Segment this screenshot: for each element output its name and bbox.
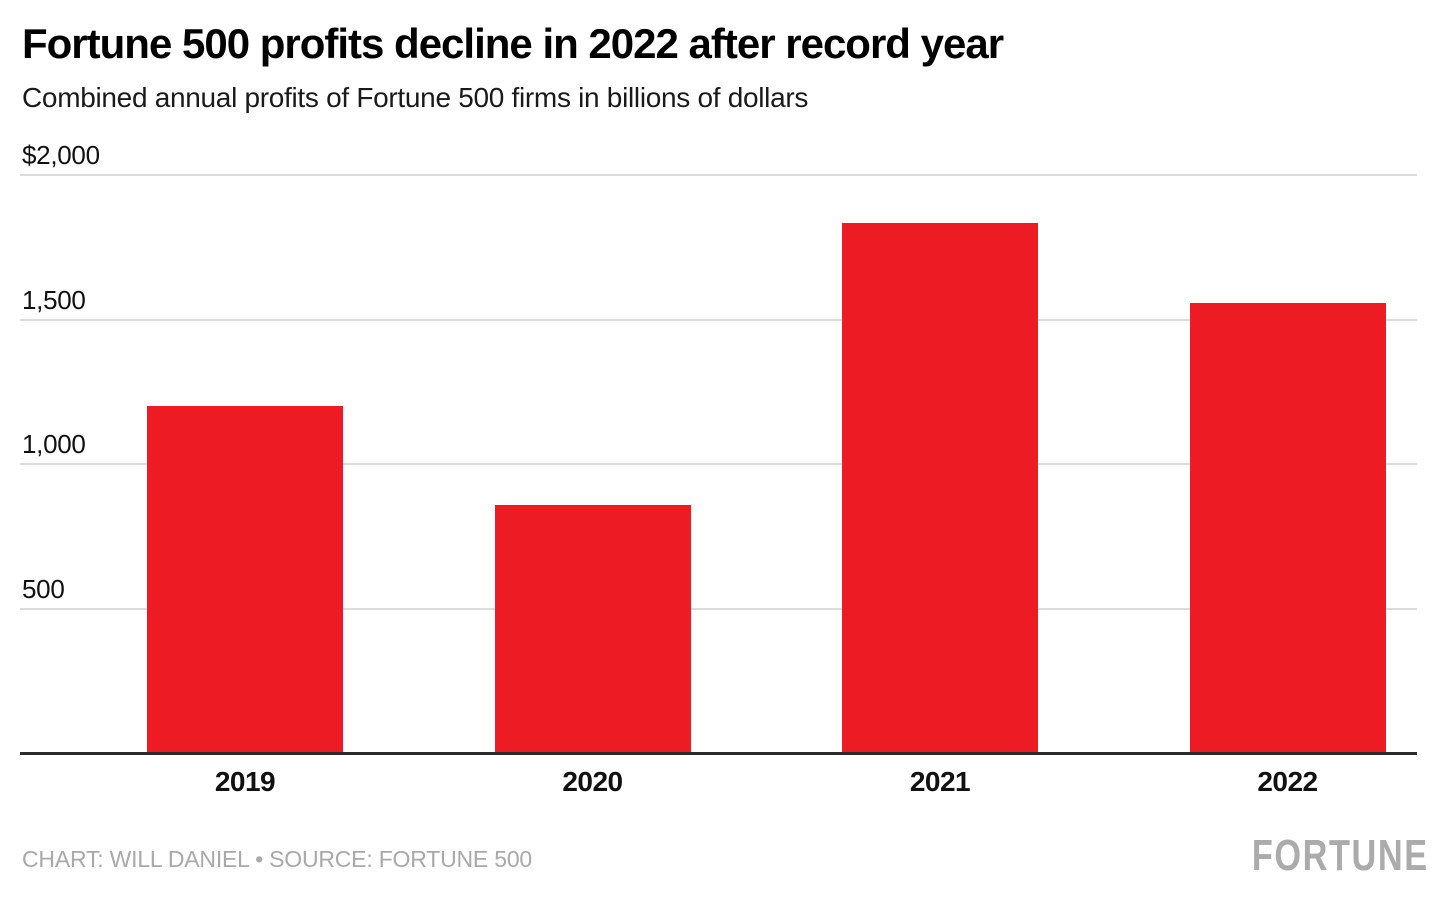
chart-title: Fortune 500 profits decline in 2022 afte…: [22, 20, 1004, 67]
x-axis-label-2021: 2021: [909, 766, 971, 797]
chart-subtitle: Combined annual profits of Fortune 500 f…: [22, 82, 809, 113]
y-axis-tick-label-500: 500: [22, 573, 65, 604]
gridline-1000: [20, 463, 1417, 465]
x-axis-label-2020: 2020: [562, 766, 623, 797]
y-axis-tick-label-2000: $2,000: [22, 140, 100, 170]
x-axis-label-2019: 2019: [214, 766, 276, 797]
credit-line: CHART: WILL DANIEL • SOURCE: FORTUNE 500: [22, 846, 533, 872]
bar-2022: [1189, 302, 1386, 753]
x-axis-label-2022: 2022: [1257, 766, 1318, 797]
bar-2020: [494, 505, 691, 753]
x-axis-line: [20, 752, 1417, 755]
gridline-2000: [20, 174, 1417, 176]
gridline-500: [20, 607, 1417, 610]
gridline-1500: [20, 318, 1417, 321]
bar-2021: [842, 223, 1038, 753]
bar-2019: [147, 406, 343, 753]
y-axis-tick-label-1000: 1,000: [22, 429, 86, 459]
y-axis-tick-label-1500: 1,500: [22, 284, 86, 315]
fortune-logo: FORTUNE: [1252, 831, 1429, 880]
